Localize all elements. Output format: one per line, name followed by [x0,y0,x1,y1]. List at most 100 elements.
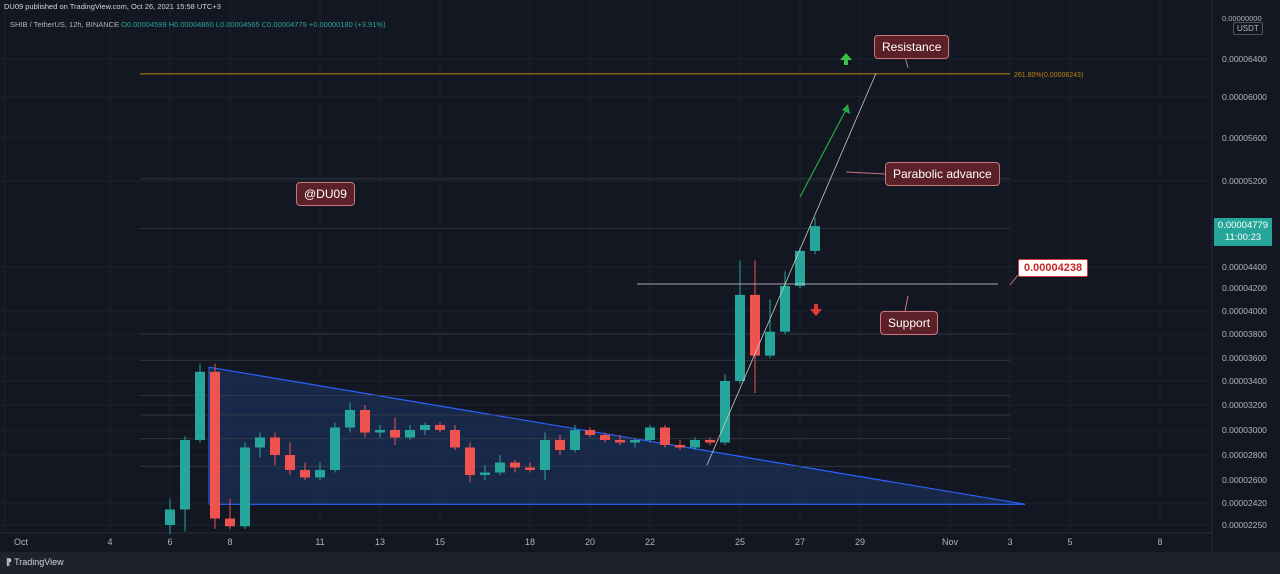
price-tag-pointer [1009,274,1019,286]
candle-body [375,430,385,433]
candle-body [435,425,445,430]
x-tick-label: 18 [525,537,535,547]
candle-body [690,440,700,448]
candle-body [195,371,205,440]
candle-body [510,462,520,468]
candle-body [780,285,790,332]
descending-triangle [208,366,1026,505]
candle-body [225,518,235,527]
y-tick-label: 0.00004000 [1222,306,1267,316]
y-tick-label: 0.00006000 [1222,92,1267,102]
y-tick-label: 0.00006400 [1222,54,1267,64]
projection-arrow-line [799,105,849,198]
x-tick-label: 25 [735,537,745,547]
y-tick-label: 0.00003000 [1222,425,1267,435]
x-tick-label: 11 [315,537,324,547]
x-tick-label: 13 [375,537,385,547]
candle-body [720,381,730,443]
tradingview-label: TradingView [14,557,64,567]
triangle-upper-trendline [208,366,1026,505]
candle-body [705,440,715,443]
x-tick-label: Oct [14,537,29,547]
x-tick-label: 6 [167,537,172,547]
support-price-tag[interactable]: 0.00004238 [1018,259,1089,277]
x-tick-label: 8 [227,537,232,547]
candle-body [645,427,655,440]
projection-arrow-head [842,104,850,114]
candles [165,217,820,535]
y-tick-label: 0.00002420 [1222,498,1267,508]
parabolic-trendline [706,73,877,466]
candle-body [525,467,535,470]
candle-body [240,447,250,527]
parabolic-advance-callout[interactable]: Parabolic advance [885,162,1000,186]
x-tick-label: 27 [795,537,805,547]
y-tick-label: 0.00003800 [1222,329,1267,339]
candle-body [735,294,745,381]
candle-body [315,470,325,478]
candle-body [480,472,490,475]
x-tick-label: 22 [645,537,655,547]
candle-body [210,371,220,519]
candle-body [555,440,565,450]
fib-extension-label: 261.80%(0.00006243) [1014,72,1083,79]
down-arrow-icon [810,304,822,316]
y-tick-label: 0.00003600 [1222,353,1267,363]
candle-body [300,470,310,478]
candle-body [420,425,430,430]
x-tick-label: 5 [1067,537,1072,547]
footer-bar: ⁋ TradingView [0,552,1280,574]
candle-body [285,455,295,470]
x-tick-label: 8 [1157,537,1162,547]
candle-body [585,430,595,435]
x-tick-label: 20 [585,537,595,547]
resistance-callout[interactable]: Resistance [874,35,950,59]
candle-body [255,437,265,448]
support-callout[interactable]: Support [880,311,939,335]
candle-body [660,427,670,445]
price-axis: 0.00006400 0.00006000 0.00005600 0.00005200… [1222,54,1267,530]
y-tick-label: 0.00004200 [1222,283,1267,293]
y-tick-label: 0.00005600 [1222,133,1267,143]
candle-body [495,462,505,473]
candle-body [465,447,475,475]
candle-body [165,509,175,525]
x-tick-label: 3 [1007,537,1012,547]
candle-body [600,435,610,440]
up-arrow-icon [840,53,852,65]
symbol-name: SHIB / TetherUS, 12h, BINANCE [10,20,120,29]
x-tick-label: Nov [942,537,959,547]
candle-body [345,410,355,428]
y-tick-label: 0.00005200 [1222,176,1267,186]
candle-body [675,445,685,448]
time-axis: Oct 4 6 8 11 13 15 18 20 22 25 27 29 Nov 3 5 8 [14,537,1163,547]
currency-label[interactable]: USDT [1233,22,1263,35]
candle-body [750,294,760,356]
publish-info: DU09 published on TradingView.com, Oct 2… [4,2,221,11]
ohlc-values: O0.00004599 H0.00004860 L0.00004565 C0.0… [121,20,386,29]
support-callout-pointer [904,295,909,312]
candle-body [615,440,625,443]
y-tick-label: 0.00002250 [1222,520,1267,530]
candle-body [540,440,550,470]
candle-countdown: 11:00:23 [1224,232,1262,243]
y-tick-label: 0.00003400 [1222,376,1267,386]
current-price-label: 0.00004779 11:00:23 [1214,218,1272,246]
candle-body [180,440,190,510]
parabolic-callout-pointer [845,171,886,175]
tradingview-logo[interactable]: ⁋ TradingView [6,557,64,568]
y-tick-label: 0.00002800 [1222,450,1267,460]
y-tick-label: 0.00004400 [1222,262,1267,272]
x-tick-label: 29 [855,537,865,547]
candle-body [405,430,415,438]
candle-body [270,437,280,455]
y-tick-label: 0.00003200 [1222,400,1267,410]
candle-body [765,331,775,356]
x-tick-label: 15 [435,537,445,547]
candle-body [630,440,640,443]
price-axis-top: 0.00000000 [1222,14,1262,23]
candle-body [810,226,820,251]
current-price-value: 0.00004779 [1217,220,1269,231]
y-tick-label: 0.00002600 [1222,475,1267,485]
